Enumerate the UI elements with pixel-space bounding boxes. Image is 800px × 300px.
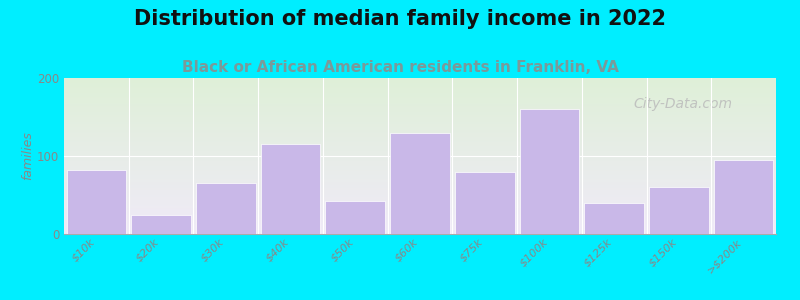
Text: City-Data.com: City-Data.com: [634, 97, 733, 111]
Bar: [585, 203, 644, 234]
Bar: [326, 201, 385, 234]
Text: Distribution of median family income in 2022: Distribution of median family income in …: [134, 9, 666, 29]
Bar: [66, 170, 126, 234]
Bar: [261, 144, 320, 234]
Text: Black or African American residents in Franklin, VA: Black or African American residents in F…: [182, 60, 618, 75]
Bar: [196, 183, 255, 234]
Bar: [520, 109, 579, 234]
Bar: [131, 214, 191, 234]
Bar: [714, 160, 774, 234]
Y-axis label: families: families: [21, 132, 34, 180]
Bar: [649, 187, 709, 234]
Bar: [455, 172, 514, 234]
Bar: [390, 133, 450, 234]
